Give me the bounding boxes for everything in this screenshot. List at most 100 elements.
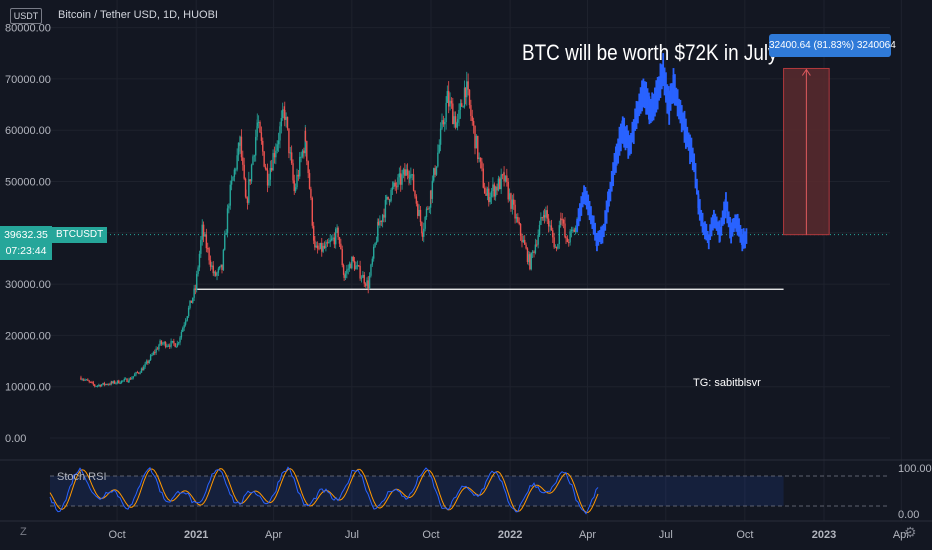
projection-bar xyxy=(612,162,615,187)
stoch-rsi-label[interactable]: Stoch RSI xyxy=(57,471,107,483)
credit-text[interactable]: TG: sabitblsvr xyxy=(693,377,761,389)
candle-body xyxy=(482,168,484,188)
candle-body xyxy=(135,372,137,375)
candle-body xyxy=(189,300,191,308)
candle-body xyxy=(240,136,243,158)
candle-body xyxy=(453,116,455,125)
candle-body xyxy=(517,217,519,223)
stoch-rsi-pane[interactable]: 100.00 0.00 xyxy=(49,463,932,521)
candle-body xyxy=(250,164,253,182)
candle-body xyxy=(334,229,337,245)
candle-body xyxy=(294,187,297,192)
projection-bar xyxy=(645,81,648,115)
candle-body xyxy=(459,103,462,110)
candle-body xyxy=(458,109,460,120)
price-tick-label: 80000.00 xyxy=(5,23,51,35)
candle-body xyxy=(377,221,379,242)
candle-body xyxy=(132,376,134,378)
projection-bar xyxy=(621,116,624,144)
candle-body xyxy=(260,132,263,141)
candle-body xyxy=(88,380,90,382)
projection-bar xyxy=(742,228,745,249)
candle-body xyxy=(384,199,387,218)
candle-body xyxy=(106,383,108,385)
projection-bar xyxy=(654,87,656,117)
time-tick-label: Apr xyxy=(265,529,282,541)
candle-body xyxy=(299,156,301,177)
time-axis[interactable]: Oct 2021 Apr Jul Oct 2022 Apr Jul Oct 2023 Apr xyxy=(109,529,911,541)
measure-label[interactable]: 32400.64 (81.83%) 3240064 xyxy=(769,34,896,57)
candle-body xyxy=(374,242,376,247)
candle-body xyxy=(129,378,132,380)
projection-bar xyxy=(607,191,609,213)
candle-body xyxy=(103,382,106,385)
candle-body xyxy=(423,228,425,237)
candle-body xyxy=(175,346,178,348)
candle-body xyxy=(147,361,149,363)
candle-body xyxy=(565,236,567,239)
candle-body xyxy=(311,197,313,226)
price-tick-label: 70000.00 xyxy=(5,74,51,86)
candle-body xyxy=(304,130,307,142)
candle-body xyxy=(107,384,110,386)
projection-bar xyxy=(682,112,685,131)
candle-body xyxy=(431,180,434,199)
candle-body xyxy=(166,345,168,347)
candle-body xyxy=(447,91,450,107)
candle-body xyxy=(338,237,341,244)
candle-body xyxy=(387,196,389,200)
candle-body xyxy=(160,340,163,345)
projection-bar xyxy=(690,137,693,163)
projection-bar xyxy=(581,192,584,208)
candle-body xyxy=(280,118,283,127)
price-tick-label: 10000.00 xyxy=(5,382,51,394)
candle-body xyxy=(225,232,227,235)
candle-body xyxy=(155,348,157,353)
candle-body xyxy=(138,372,140,374)
measure-tool[interactable] xyxy=(783,67,830,236)
candle-body xyxy=(463,87,466,107)
projection-bar xyxy=(604,210,607,231)
rsi-k-line xyxy=(49,466,599,515)
candle-body xyxy=(414,190,416,197)
candle-body xyxy=(434,168,436,175)
rsi-upper-label: 100.00 xyxy=(898,463,932,475)
candle-body xyxy=(445,102,447,122)
candle-body xyxy=(113,381,116,384)
candle-body xyxy=(91,382,93,384)
chart-title: Bitcoin / Tether USD, 1D, HUOBI xyxy=(58,9,218,21)
projection-bar xyxy=(680,105,683,133)
candle-body xyxy=(410,174,412,178)
candle-body xyxy=(350,263,352,269)
candle-body xyxy=(115,382,117,384)
candle-body xyxy=(344,273,347,278)
timezone-icon[interactable]: Z xyxy=(20,526,27,538)
candle-body xyxy=(411,174,413,176)
candle-body xyxy=(348,263,351,269)
projection-bar xyxy=(591,215,594,229)
candle-body xyxy=(179,337,181,343)
candle-body xyxy=(555,246,558,249)
annotation-text[interactable]: BTC will be worth $72K in July xyxy=(522,40,778,65)
candle-body xyxy=(322,245,324,252)
gear-icon[interactable]: ⚙ xyxy=(904,524,917,540)
currency-badge[interactable]: USDT xyxy=(10,8,42,24)
candle-body xyxy=(229,184,231,206)
candle-body xyxy=(100,384,103,387)
candle-body xyxy=(208,248,210,261)
candle-body xyxy=(340,243,342,250)
candle-body xyxy=(167,345,170,347)
candle-body xyxy=(401,174,403,185)
candle-body xyxy=(142,368,144,371)
current-price-value: 39632.35 xyxy=(4,229,48,241)
projection-bar xyxy=(658,76,660,101)
candle-body xyxy=(183,324,185,328)
projection-bar xyxy=(660,64,663,90)
projection-bar xyxy=(596,232,598,252)
candle-body xyxy=(386,196,388,200)
candle-body xyxy=(293,180,295,192)
candle-body xyxy=(418,209,420,216)
candle-body xyxy=(446,91,449,103)
candle-body xyxy=(128,378,130,382)
